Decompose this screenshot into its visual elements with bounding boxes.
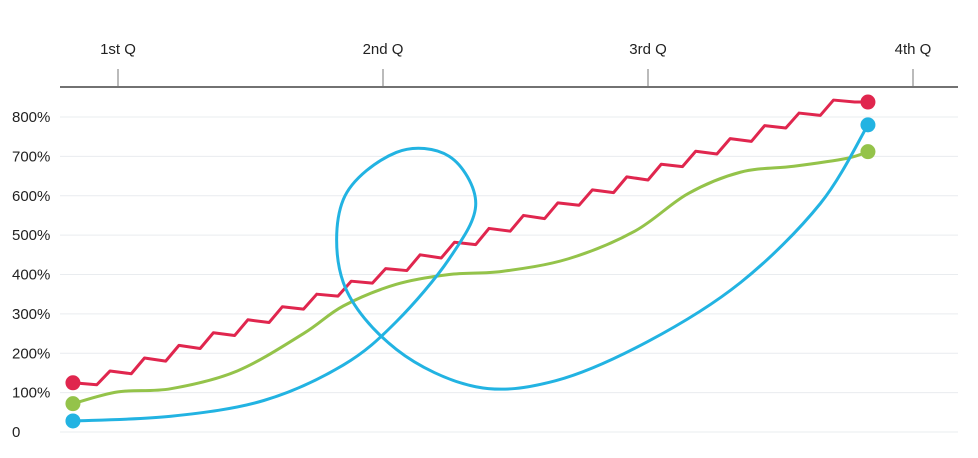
y-tick-label: 0 [12,424,20,441]
series-end-dot-red [860,94,876,110]
series-start-dot-red [65,375,81,391]
x-tick-label: 3rd Q [629,41,667,58]
y-tick-label: 700% [12,148,50,165]
y-tick-label: 200% [12,345,50,362]
x-axis: 1st Q 2nd Q 3rd Q 4th Q [60,41,958,88]
y-axis: 0 100% 200% 300% 400% 500% 600% 700% 800% [12,109,50,441]
y-tick-label: 600% [12,188,50,205]
series-end-dot-blue [860,117,876,133]
series-lines [65,94,876,429]
y-tick-label: 800% [12,109,50,126]
series-end-dot-green [860,144,876,160]
series-line-green [71,150,870,406]
y-tick-label: 500% [12,227,50,244]
y-tick-label: 300% [12,306,50,323]
series-line-blue [71,123,870,423]
x-tick-label: 4th Q [895,41,932,58]
series-start-dot-blue [65,413,81,429]
y-tick-label: 100% [12,385,50,402]
x-tick-label: 1st Q [100,41,136,58]
series-start-dot-green [65,396,81,412]
y-tick-label: 400% [12,267,50,284]
grid-lines [60,116,958,433]
series-line-red [71,98,870,387]
x-tick-label: 2nd Q [363,41,404,58]
